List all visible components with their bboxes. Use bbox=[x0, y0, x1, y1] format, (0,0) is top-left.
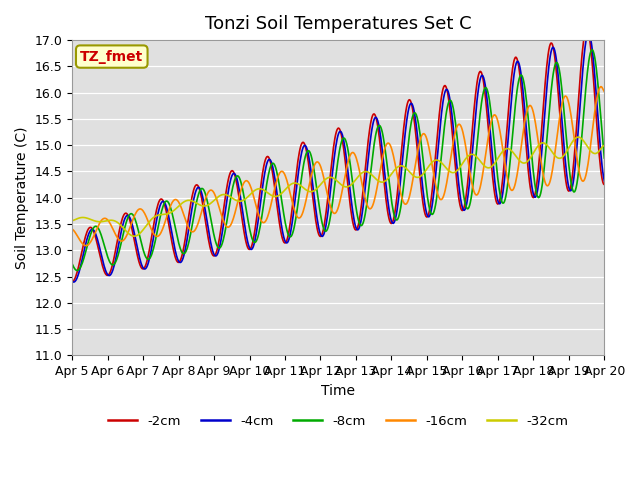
Title: Tonzi Soil Temperatures Set C: Tonzi Soil Temperatures Set C bbox=[205, 15, 472, 33]
-2cm bbox=[419, 195, 426, 201]
-2cm bbox=[215, 240, 223, 245]
-4cm bbox=[79, 255, 86, 261]
-4cm bbox=[188, 210, 195, 216]
-2cm bbox=[582, 26, 590, 32]
-8cm bbox=[79, 260, 86, 265]
-2cm bbox=[78, 249, 86, 255]
-8cm bbox=[134, 224, 141, 229]
-4cm bbox=[68, 278, 76, 284]
-32cm bbox=[419, 171, 427, 177]
-16cm bbox=[600, 89, 608, 95]
-16cm bbox=[216, 205, 223, 211]
-32cm bbox=[131, 233, 138, 239]
Line: -32cm: -32cm bbox=[72, 137, 604, 236]
-16cm bbox=[188, 228, 195, 234]
-4cm bbox=[419, 187, 427, 192]
-2cm bbox=[187, 202, 195, 207]
-16cm bbox=[83, 243, 90, 249]
-2cm bbox=[68, 279, 76, 285]
-4cm bbox=[70, 279, 77, 285]
-16cm bbox=[419, 131, 427, 137]
Legend: -2cm, -4cm, -8cm, -16cm, -32cm: -2cm, -4cm, -8cm, -16cm, -32cm bbox=[102, 409, 574, 433]
-32cm bbox=[78, 215, 86, 220]
Line: -2cm: -2cm bbox=[72, 29, 604, 282]
-16cm bbox=[68, 227, 76, 232]
-4cm bbox=[404, 113, 412, 119]
-4cm bbox=[134, 245, 141, 251]
-4cm bbox=[216, 245, 223, 251]
-4cm bbox=[585, 30, 593, 36]
-32cm bbox=[575, 134, 582, 140]
-32cm bbox=[404, 167, 412, 172]
X-axis label: Time: Time bbox=[321, 384, 355, 398]
-16cm bbox=[134, 208, 141, 214]
-32cm bbox=[134, 232, 141, 238]
-16cm bbox=[78, 240, 86, 246]
Line: -4cm: -4cm bbox=[72, 33, 604, 282]
-8cm bbox=[74, 268, 81, 274]
Line: -16cm: -16cm bbox=[72, 87, 604, 246]
-8cm bbox=[600, 155, 608, 161]
-32cm bbox=[216, 193, 223, 199]
-8cm bbox=[404, 148, 412, 154]
-32cm bbox=[600, 143, 608, 148]
-32cm bbox=[68, 217, 76, 223]
-32cm bbox=[188, 198, 195, 204]
Line: -8cm: -8cm bbox=[72, 50, 604, 271]
-8cm bbox=[188, 227, 195, 233]
-16cm bbox=[596, 84, 604, 90]
-8cm bbox=[419, 156, 427, 162]
-2cm bbox=[600, 182, 608, 188]
-16cm bbox=[404, 200, 412, 205]
Text: TZ_fmet: TZ_fmet bbox=[80, 49, 143, 63]
-2cm bbox=[403, 104, 410, 109]
-8cm bbox=[588, 47, 596, 53]
-2cm bbox=[132, 249, 140, 254]
-8cm bbox=[216, 245, 223, 251]
-4cm bbox=[600, 178, 608, 184]
-8cm bbox=[68, 261, 76, 266]
Y-axis label: Soil Temperature (C): Soil Temperature (C) bbox=[15, 127, 29, 269]
